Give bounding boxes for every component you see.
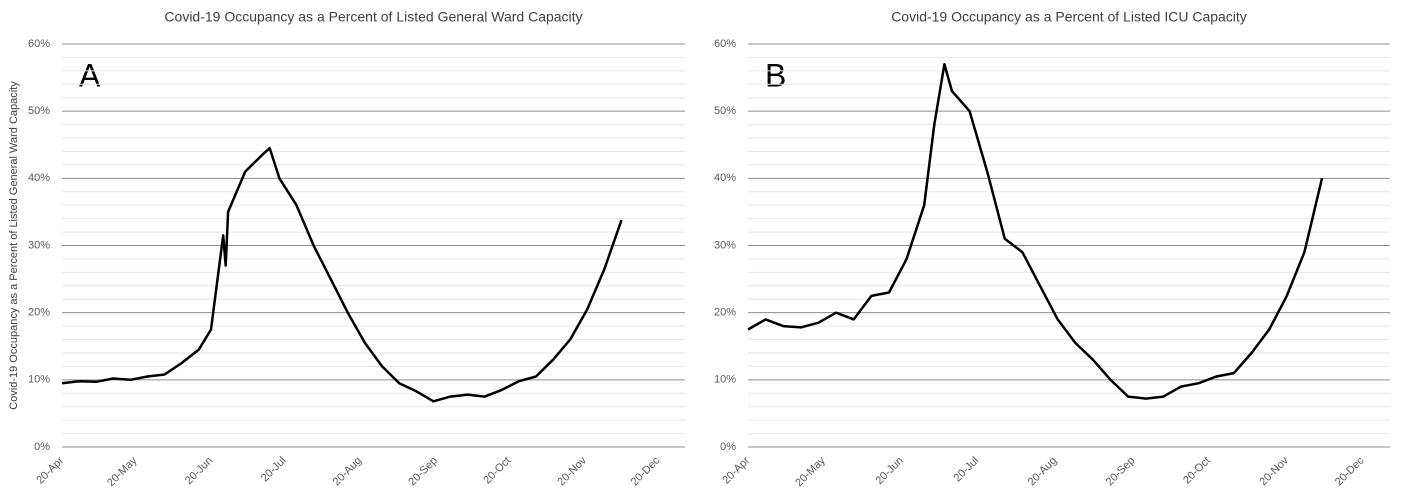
y-tick-label: 20% — [714, 307, 736, 319]
chart-title: Covid-19 Occupancy as a Percent of Liste… — [891, 9, 1247, 25]
y-tick-label: 30% — [28, 239, 50, 251]
x-tick-label: 20-Aug — [1026, 455, 1060, 489]
y-tick-label: 10% — [28, 374, 50, 386]
data-line — [747, 62, 1324, 400]
y-tick-label: 30% — [714, 239, 736, 251]
panel-label: A — [79, 57, 101, 93]
y-tick-label: 50% — [28, 105, 50, 117]
x-tick-label: 20-Sep — [1104, 455, 1138, 489]
y-tick-label: 60% — [714, 38, 736, 50]
x-tick-label: 20-Apr — [720, 454, 752, 486]
y-tick-label: 60% — [28, 38, 50, 50]
x-tick-label: 20-May — [793, 454, 828, 489]
y-tick-label: 20% — [28, 307, 50, 319]
y-tick-label: 0% — [720, 441, 736, 453]
x-tick-label: 20-Nov — [555, 454, 589, 488]
x-tick-label: 20-Jul — [259, 455, 289, 485]
x-tick-label: 20-Aug — [331, 455, 365, 489]
chart-title: Covid-19 Occupancy as a Percent of Liste… — [164, 9, 582, 25]
y-tick-label: 40% — [714, 172, 736, 184]
y-axis-label: Covid-19 Occupancy as a Percent of Liste… — [8, 81, 20, 410]
x-tick-label: 20-Nov — [1257, 454, 1291, 488]
x-tick-label: 20-Jun — [183, 455, 215, 487]
x-tick-label: 20-Oct — [481, 455, 513, 487]
x-tick-label: 20-Jul — [952, 455, 982, 485]
x-tick-label: 20-Dec — [1333, 454, 1367, 488]
panel-label: B — [765, 57, 786, 93]
y-tick-label: 40% — [28, 172, 50, 184]
x-tick-label: 20-Jun — [873, 455, 905, 487]
y-tick-label: 50% — [714, 105, 736, 117]
data-line — [61, 146, 623, 403]
y-tick-label: 10% — [714, 374, 736, 386]
x-tick-label: 20-Oct — [1181, 455, 1213, 487]
y-tick-label: 0% — [34, 441, 50, 453]
x-tick-label: 20-Apr — [34, 454, 66, 486]
x-tick-label: 20-Sep — [406, 455, 440, 489]
x-tick-label: 20-May — [105, 454, 140, 489]
x-tick-label: 20-Dec — [629, 454, 663, 488]
